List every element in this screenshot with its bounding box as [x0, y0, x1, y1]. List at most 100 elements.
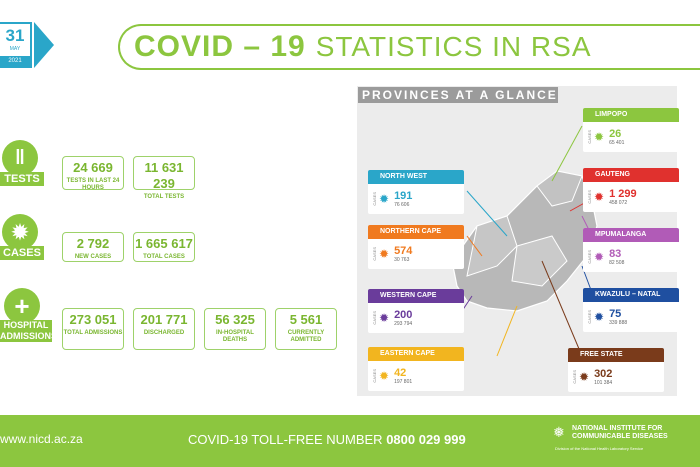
- toll-number: 0800 029 999: [386, 432, 466, 447]
- date-day: 31: [5, 26, 25, 45]
- stat-label: DISCHARGED: [143, 330, 185, 336]
- test-tubes-icon: ‖: [2, 140, 38, 176]
- stat-label: NEW CASES: [74, 254, 112, 260]
- province-total-cases: 293 794: [394, 320, 413, 327]
- province-name: NORTH WEST: [368, 170, 464, 184]
- map-region-central: [511, 235, 568, 287]
- hospital-admissions-label: HOSPITAL ADMISSIONS: [0, 320, 58, 342]
- cases-label: CASES: [372, 247, 377, 261]
- plus-icon: +: [4, 288, 40, 324]
- cases-label: CASES: [587, 130, 592, 144]
- province-new-cases: 1 299: [609, 187, 637, 200]
- cases-label: CASES: [372, 311, 377, 325]
- nicd-logo-icon: ❅: [553, 424, 565, 440]
- date-arrow-icon: [34, 22, 54, 68]
- currently-admitted-stat: 5 561 CURRENTLY ADMITTED: [275, 308, 337, 350]
- nicd-subtitle: Division of the National Health Laborato…: [555, 446, 644, 451]
- province-name: WESTERN CAPE: [368, 289, 464, 303]
- province-card-mpumalanga: MPUMALANGA CASES ✹ 83 82 508: [583, 228, 679, 272]
- free-state-connector: [541, 260, 583, 357]
- stat-value: 56 325: [215, 312, 255, 327]
- province-name: EASTERN CAPE: [368, 347, 464, 361]
- stat-value: 201 771: [140, 312, 188, 327]
- province-name: FREE STATE: [568, 348, 664, 362]
- stat-value: 1 665 617: [135, 236, 193, 251]
- province-total-cases: 76 606: [394, 201, 410, 208]
- virus-icon: ✹: [2, 214, 38, 250]
- province-new-cases: 83: [609, 247, 622, 260]
- footer-url[interactable]: www.nicd.ac.za: [0, 432, 83, 446]
- panel-title: PROVINCES AT A GLANCE: [358, 87, 558, 103]
- province-name: NORTHERN CAPE: [368, 225, 464, 239]
- province-new-cases: 26: [609, 127, 622, 140]
- province-card-gauteng: GAUTENG CASES ✹ 1 299 458 072: [583, 168, 679, 212]
- title-main: COVID – 19: [134, 30, 306, 63]
- province-card-northern-cape: NORTHERN CAPE CASES ✹ 574 30 763: [368, 225, 464, 269]
- total-admissions-stat: 273 051 TOTAL ADMISSIONS: [62, 308, 124, 350]
- toll-free-line: COVID-19 TOLL-FREE NUMBER 0800 029 999: [188, 432, 466, 447]
- cases-label: CASES: [0, 246, 44, 260]
- province-new-cases: 302: [594, 367, 613, 380]
- tests-label: TESTS: [0, 172, 44, 186]
- date-badge: 31 MAY 2021: [0, 22, 32, 68]
- south-africa-map: [451, 125, 598, 357]
- stat-label: TOTAL CASES: [143, 254, 185, 260]
- stat-value: 24 669: [73, 160, 113, 175]
- province-total-cases: 30 763: [394, 256, 410, 263]
- province-total-cases: 65 401: [609, 139, 625, 146]
- province-card-free-state: FREE STATE CASES ✹ 302 101 384: [568, 348, 664, 392]
- province-card-north-west: NORTH WEST CASES ✹ 191 76 606: [368, 170, 464, 214]
- cases-label: CASES: [587, 250, 592, 264]
- province-card-western-cape: WESTERN CAPE CASES ✹ 200 293 794: [368, 289, 464, 333]
- eastern-cape-connector: [496, 305, 518, 357]
- province-new-cases: 75: [609, 307, 622, 320]
- province-total-cases: 197 801: [394, 378, 413, 385]
- province-new-cases: 42: [394, 366, 407, 379]
- new-cases-stat: 2 792 NEW CASES: [62, 232, 124, 262]
- virus-icon: ✹: [579, 370, 590, 384]
- stat-value: 5 561: [289, 312, 323, 327]
- virus-icon: ✹: [594, 250, 605, 264]
- province-new-cases: 191: [394, 189, 413, 202]
- map-region-northern-cape: [466, 215, 518, 277]
- virus-icon: ✹: [379, 192, 390, 206]
- stat-label: TOTAL TESTS: [143, 194, 185, 200]
- province-new-cases: 574: [394, 244, 413, 257]
- limpopo-connector: [551, 125, 583, 182]
- province-new-cases: 200: [394, 308, 413, 321]
- date-month: MAY: [9, 46, 21, 52]
- stat-label: TOTAL ADMISSIONS: [63, 330, 123, 336]
- in-hospital-deaths-stat: 56 325 IN-HOSPITAL DEATHS: [204, 308, 266, 350]
- date-year: 2021: [0, 56, 30, 66]
- toll-label: COVID-19 TOLL-FREE NUMBER: [188, 432, 383, 447]
- cases-label: CASES: [587, 310, 592, 324]
- province-total-cases: 339 888: [609, 319, 628, 326]
- province-card-kwazulu-natal: KWAZULU – NATAL CASES ✹ 75 339 888: [583, 288, 679, 332]
- stat-label: CURRENTLY ADMITTED: [287, 330, 325, 343]
- virus-icon: ✹: [379, 369, 390, 383]
- province-name: GAUTENG: [583, 168, 679, 182]
- virus-icon: ✹: [379, 311, 390, 325]
- virus-icon: ✹: [594, 310, 605, 324]
- province-total-cases: 101 384: [594, 379, 613, 386]
- discharged-stat: 201 771 DISCHARGED: [133, 308, 195, 350]
- page-title: COVID – 19 STATISTICS IN RSA: [118, 24, 700, 70]
- nicd-name: NATIONAL INSTITUTE FOR COMMUNICABLE DISE…: [572, 425, 668, 440]
- province-name: MPUMALANGA: [583, 228, 679, 242]
- virus-icon: ✹: [379, 247, 390, 261]
- total-tests-stat: 11 631 239 TOTAL TESTS: [133, 156, 195, 200]
- province-name: LIMPOPO: [583, 108, 679, 122]
- stat-value: 273 051: [69, 312, 117, 327]
- footer: [0, 415, 700, 467]
- total-cases-stat: 1 665 617 TOTAL CASES: [133, 232, 195, 262]
- province-card-limpopo: LIMPOPO CASES ✹ 26 65 401: [583, 108, 679, 152]
- stat-value: 11 631 239: [144, 160, 184, 191]
- province-total-cases: 458 072: [609, 199, 628, 206]
- cases-label: CASES: [372, 192, 377, 206]
- north-west-connector: [466, 190, 508, 237]
- title-sub: STATISTICS IN RSA: [315, 31, 592, 62]
- cases-label: CASES: [372, 369, 377, 383]
- stat-label: TESTS IN LAST 24 HOURS: [66, 178, 120, 191]
- virus-icon: ✹: [594, 190, 605, 204]
- virus-icon: ✹: [594, 130, 605, 144]
